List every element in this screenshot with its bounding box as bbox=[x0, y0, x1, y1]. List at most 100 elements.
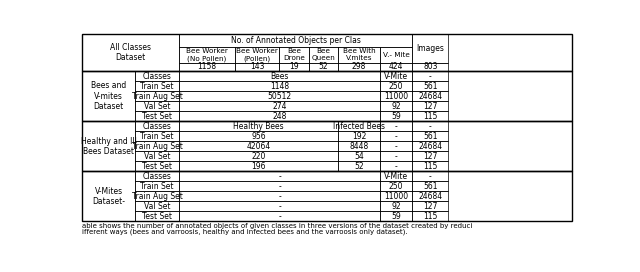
Bar bbox=[179, 91, 380, 101]
Bar bbox=[412, 121, 448, 131]
Bar bbox=[135, 181, 179, 191]
Bar bbox=[380, 151, 412, 161]
Text: 424: 424 bbox=[389, 62, 403, 72]
Bar bbox=[412, 161, 448, 171]
Bar bbox=[380, 101, 412, 111]
Text: 50512: 50512 bbox=[268, 92, 292, 101]
Text: able shows the number of annotated objects of given classes in three versions of: able shows the number of annotated objec… bbox=[81, 223, 472, 229]
Text: -: - bbox=[278, 212, 281, 221]
Bar bbox=[279, 47, 308, 63]
Bar bbox=[179, 47, 235, 63]
Bar bbox=[83, 171, 572, 221]
Text: Bee Worker
(No Pollen): Bee Worker (No Pollen) bbox=[186, 48, 228, 62]
Bar bbox=[135, 121, 179, 131]
Text: 127: 127 bbox=[423, 152, 438, 161]
Bar bbox=[83, 121, 135, 171]
Text: Val Set: Val Set bbox=[144, 152, 170, 161]
Text: 298: 298 bbox=[352, 62, 366, 72]
Bar bbox=[412, 141, 448, 151]
Text: Train Set: Train Set bbox=[140, 182, 174, 191]
Bar bbox=[380, 141, 412, 151]
Bar bbox=[135, 211, 179, 221]
Bar bbox=[338, 121, 380, 131]
Text: Classes: Classes bbox=[143, 172, 172, 181]
Bar bbox=[279, 63, 308, 71]
Text: 143: 143 bbox=[250, 62, 264, 72]
Bar bbox=[179, 121, 338, 131]
Text: -: - bbox=[278, 192, 281, 201]
Bar bbox=[412, 191, 448, 201]
Bar bbox=[179, 131, 338, 141]
Bar bbox=[412, 151, 448, 161]
Bar bbox=[135, 81, 179, 91]
Text: 1158: 1158 bbox=[198, 62, 217, 72]
Text: 52: 52 bbox=[319, 62, 328, 72]
Text: 24684: 24684 bbox=[418, 142, 442, 151]
Bar bbox=[380, 181, 412, 191]
Bar bbox=[135, 201, 179, 211]
Bar bbox=[179, 211, 380, 221]
Text: Bee With
V.mites: Bee With V.mites bbox=[342, 48, 375, 61]
Bar bbox=[235, 47, 279, 63]
Bar bbox=[412, 81, 448, 91]
Text: V-Mite: V-Mite bbox=[384, 72, 408, 81]
Text: 192: 192 bbox=[352, 132, 366, 141]
Bar bbox=[83, 71, 572, 121]
Text: 11000: 11000 bbox=[384, 92, 408, 101]
Bar bbox=[338, 47, 380, 63]
Bar bbox=[380, 201, 412, 211]
Text: Healthy and Ill
Bees Dataset: Healthy and Ill Bees Dataset bbox=[81, 137, 136, 156]
Bar bbox=[380, 91, 412, 101]
Bar bbox=[179, 111, 380, 121]
Text: 561: 561 bbox=[423, 82, 438, 91]
Bar bbox=[179, 63, 235, 71]
Text: Images: Images bbox=[417, 44, 444, 53]
Text: 274: 274 bbox=[272, 102, 287, 111]
Text: Test Set: Test Set bbox=[142, 112, 172, 121]
Text: Bee Worker
(Pollen): Bee Worker (Pollen) bbox=[236, 48, 278, 62]
Text: 8448: 8448 bbox=[349, 142, 369, 151]
Text: Train Set: Train Set bbox=[140, 82, 174, 91]
Text: Train Set: Train Set bbox=[140, 132, 174, 141]
Text: -: - bbox=[278, 182, 281, 191]
Text: 19: 19 bbox=[289, 62, 299, 72]
Bar bbox=[412, 63, 448, 71]
Text: All Classes
Dataset: All Classes Dataset bbox=[110, 43, 151, 62]
Bar bbox=[135, 91, 179, 101]
Bar bbox=[179, 151, 338, 161]
Text: Train Aug Set: Train Aug Set bbox=[132, 142, 182, 151]
Text: 248: 248 bbox=[273, 112, 287, 121]
Text: -: - bbox=[395, 122, 397, 131]
Bar bbox=[135, 131, 179, 141]
Text: Bees and
V-mites
Dataset: Bees and V-mites Dataset bbox=[91, 81, 126, 111]
Bar bbox=[179, 201, 380, 211]
Text: 250: 250 bbox=[389, 82, 403, 91]
Text: Healthy Bees: Healthy Bees bbox=[234, 122, 284, 131]
Bar bbox=[135, 141, 179, 151]
Text: 196: 196 bbox=[252, 162, 266, 171]
Text: 24684: 24684 bbox=[418, 192, 442, 201]
Bar bbox=[179, 191, 380, 201]
Bar bbox=[83, 121, 572, 171]
Text: 11000: 11000 bbox=[384, 192, 408, 201]
Text: -: - bbox=[395, 132, 397, 141]
Bar bbox=[380, 71, 412, 81]
Bar bbox=[412, 211, 448, 221]
Bar bbox=[380, 171, 412, 181]
Bar bbox=[380, 63, 412, 71]
Text: 127: 127 bbox=[423, 102, 438, 111]
Bar bbox=[412, 201, 448, 211]
Bar bbox=[308, 63, 338, 71]
Text: -: - bbox=[278, 202, 281, 211]
Bar bbox=[338, 131, 380, 141]
Bar bbox=[179, 161, 338, 171]
Bar bbox=[179, 141, 338, 151]
Text: -: - bbox=[395, 162, 397, 171]
Text: V.- Mite: V.- Mite bbox=[383, 52, 410, 58]
Text: Classes: Classes bbox=[143, 72, 172, 81]
Bar bbox=[135, 151, 179, 161]
Bar bbox=[380, 211, 412, 221]
Bar bbox=[380, 191, 412, 201]
Text: 54: 54 bbox=[354, 152, 364, 161]
Text: 127: 127 bbox=[423, 202, 438, 211]
